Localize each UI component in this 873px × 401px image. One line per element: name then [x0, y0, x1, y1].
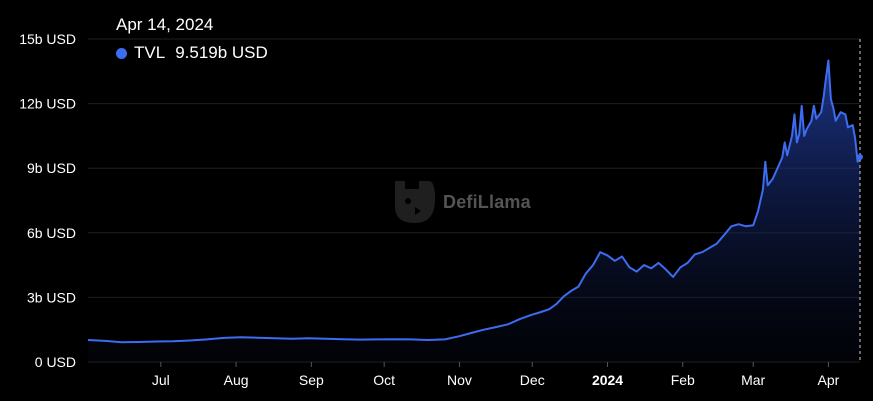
y-tick-label: 12b USD [19, 96, 76, 112]
x-tick-label: 2024 [592, 372, 623, 388]
x-tick-label: Oct [373, 372, 395, 388]
x-tick-label: Aug [224, 372, 249, 388]
hover-point [857, 154, 863, 161]
x-tick-label: Sep [299, 372, 324, 388]
defillama-watermark: DefiLlama [391, 177, 531, 227]
llama-logo-icon [395, 181, 435, 223]
tooltip-series-row: TVL 9.519b USD [116, 43, 268, 63]
x-tick-label: Mar [741, 372, 765, 388]
tooltip-date: Apr 14, 2024 [116, 15, 214, 34]
x-tick-label: Feb [671, 372, 695, 388]
y-tick-label: 9b USD [27, 160, 76, 176]
x-tick-label: Apr [818, 372, 840, 388]
x-tick-label: Nov [447, 372, 472, 388]
tvl-area-fill [88, 60, 860, 362]
tooltip-series-name: TVL [134, 43, 166, 62]
x-tick-label: Dec [520, 372, 545, 388]
x-axis: Jul Aug Sep Oct Nov Dec 2024 Feb Mar Apr [152, 362, 840, 388]
y-tick-label: 3b USD [27, 289, 76, 305]
y-tick-label: 15b USD [19, 31, 76, 47]
y-tick-label: 0 USD [35, 354, 76, 370]
watermark-text: DefiLlama [443, 191, 531, 212]
series-color-dot [116, 47, 127, 59]
tvl-line [87, 59, 861, 344]
y-tick-label: 6b USD [27, 225, 76, 241]
x-tick-label: Jul [152, 372, 170, 388]
tooltip-value: 9.519b USD [175, 43, 268, 62]
y-axis: 0 USD 3b USD 6b USD 9b USD 12b USD 15b USD [19, 31, 76, 370]
